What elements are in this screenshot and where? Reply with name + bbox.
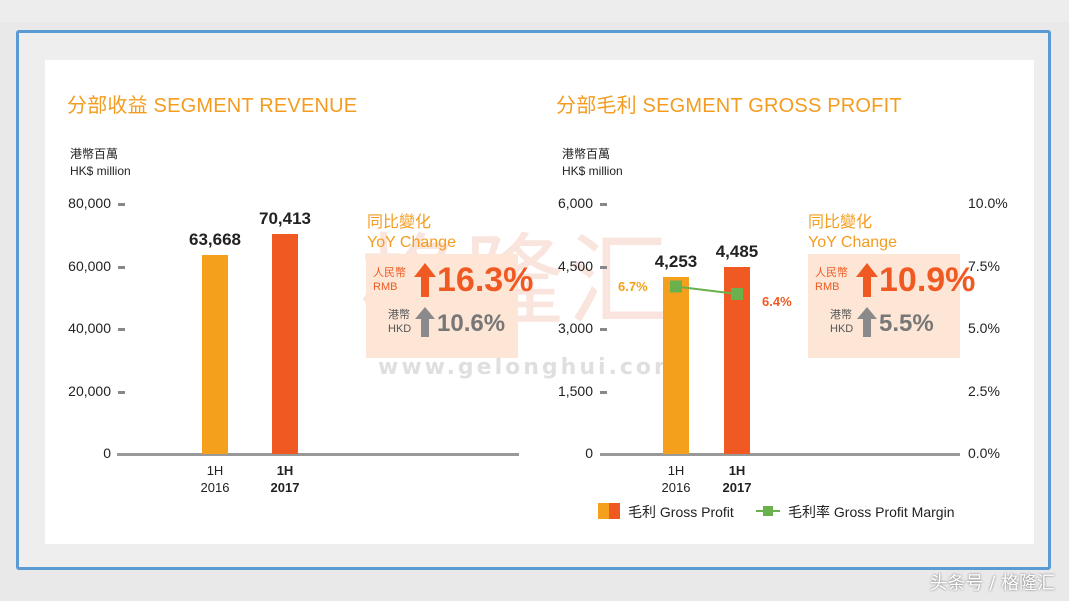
legend-gross-profit-label: 毛利 Gross Profit <box>628 504 734 520</box>
revenue-yoy-title-en: YoY Change <box>367 234 456 251</box>
revenue-x-tick-label-line: 1H <box>276 463 294 478</box>
gross-profit-secondary-ytick-label: 0.0% <box>968 445 1000 461</box>
gross-profit-yoy-title: 同比變化 YoY Change <box>808 213 897 253</box>
revenue-x-tick-label: 1H 2017 <box>255 462 315 496</box>
gross-profit-ytick-label: 1,500 <box>557 382 593 399</box>
gross-profit-yoy-title-cn: 同比變化 <box>808 214 873 231</box>
gross-profit-ytick-mark <box>600 390 607 394</box>
gross-profit-margin-label: 6.4% <box>762 294 792 309</box>
revenue-rmb-value: 16.3% <box>437 261 534 299</box>
gross-profit-x-tick-label-line: 1H <box>728 463 746 478</box>
revenue-rmb-en: RMB <box>373 281 398 293</box>
revenue-unit-cn: 港幣百萬 <box>70 147 119 161</box>
gross-profit-hkd-up-arrow-icon <box>857 307 877 337</box>
gross-profit-rmb-cn: 人民幣 <box>815 267 848 279</box>
revenue-x-axis <box>117 453 519 456</box>
gross-profit-unit-cn: 港幣百萬 <box>562 147 611 161</box>
gross-profit-secondary-ytick-label: 5.0% <box>968 320 1000 336</box>
revenue-hkd-label: 港幣 HKD <box>388 308 411 336</box>
gross-profit-unit: 港幣百萬 HK$ million <box>562 146 623 180</box>
gross-profit-hkd-cn: 港幣 <box>830 309 852 321</box>
revenue-ytick-label: 80,000 <box>68 195 111 211</box>
gross-profit-ytick-mark <box>600 203 607 206</box>
revenue-ytick-label: 0 <box>103 445 111 461</box>
top-strip <box>0 0 1069 22</box>
gross-profit-bar-value-label: 4,485 <box>715 242 759 262</box>
gross-profit-x-tick-label-line: 2017 <box>722 480 752 495</box>
revenue-ytick-label: 60,000 <box>68 257 111 274</box>
footer-credit: 头条号 / 格隆汇 <box>929 573 1055 594</box>
gross-profit-secondary-ytick-label: 10.0% <box>968 195 1008 211</box>
gross-profit-x-tick-label-line: 2016 <box>661 480 691 495</box>
revenue-ytick-mark <box>118 390 125 394</box>
gross-profit-hkd-label: 港幣 HKD <box>830 308 853 336</box>
revenue-unit-en: HK$ million <box>70 164 131 178</box>
legend-margin-label: 毛利率 Gross Profit Margin <box>788 504 955 520</box>
revenue-chart-title: 分部收益 SEGMENT REVENUE <box>67 95 358 117</box>
revenue-bar-value-label: 70,413 <box>259 208 311 228</box>
gross-profit-bar-value-label: 4,253 <box>654 251 698 271</box>
revenue-rmb-cn: 人民幣 <box>373 267 406 279</box>
revenue-hkd-up-arrow-icon <box>415 307 435 337</box>
revenue-x-tick-label: 1H 2016 <box>185 462 245 496</box>
revenue-unit: 港幣百萬 HK$ million <box>70 146 131 180</box>
gross-profit-rmb-label: 人民幣 RMB <box>815 266 848 294</box>
revenue-yoy-box <box>366 254 518 358</box>
revenue-ytick-label: 40,000 <box>68 320 111 336</box>
revenue-yoy-title: 同比變化 YoY Change <box>367 213 456 253</box>
revenue-bar <box>272 233 298 454</box>
gross-profit-ytick-label: 0 <box>585 445 593 461</box>
gross-profit-rmb-up-arrow-icon <box>856 263 878 297</box>
gross-profit-margin-label: 6.7% <box>618 278 648 294</box>
revenue-hkd-value: 10.6% <box>437 310 506 337</box>
gross-profit-chart-title: 分部毛利 SEGMENT GROSS PROFIT <box>556 95 902 117</box>
legend-margin-marker-icon <box>756 506 780 516</box>
gross-profit-ytick-label: 4,500 <box>557 257 593 274</box>
gross-profit-rmb-value: 10.9% <box>879 261 976 299</box>
gross-profit-x-tick-label-line: 1H <box>667 463 685 478</box>
gross-profit-secondary-ytick-label: 2.5% <box>968 382 1000 399</box>
revenue-ytick-label: 20,000 <box>68 382 111 399</box>
revenue-ytick-mark <box>118 203 125 206</box>
gross-profit-x-tick-label: 1H 2016 <box>646 462 706 496</box>
legend-gross-profit-swatch <box>598 503 620 519</box>
revenue-ytick-mark <box>118 265 125 269</box>
revenue-x-tick-label-line: 2016 <box>200 480 230 495</box>
gross-profit-yoy-box <box>808 254 960 358</box>
revenue-rmb-up-arrow-icon <box>414 263 436 297</box>
revenue-rmb-label: 人民幣 RMB <box>373 266 406 294</box>
revenue-yoy-title-cn: 同比變化 <box>367 214 432 231</box>
gross-profit-x-tick-label: 1H 2017 <box>707 462 767 496</box>
gross-profit-ytick-label: 3,000 <box>557 320 593 336</box>
watermark-url: www.gelonghui.com <box>378 355 680 380</box>
gross-profit-bar <box>663 276 689 454</box>
revenue-x-tick-label-line: 1H <box>206 463 224 478</box>
gross-profit-hkd-en: HKD <box>830 323 854 335</box>
gross-profit-x-axis <box>600 453 960 456</box>
gross-profit-hkd-value: 5.5% <box>879 310 934 337</box>
gross-profit-secondary-ytick-label: 7.5% <box>968 257 1000 274</box>
gross-profit-yoy-title-en: YoY Change <box>808 234 897 251</box>
gross-profit-ytick-label: 6,000 <box>557 195 593 211</box>
gross-profit-unit-en: HK$ million <box>562 164 623 178</box>
revenue-ytick-mark <box>118 328 125 331</box>
gross-profit-bar <box>724 267 750 454</box>
revenue-bar <box>202 255 228 454</box>
revenue-x-tick-label-line: 2017 <box>270 480 300 495</box>
revenue-bar-value-label: 63,668 <box>189 230 241 250</box>
gross-profit-ytick-mark <box>600 328 607 331</box>
revenue-hkd-cn: 港幣 <box>388 309 410 321</box>
gross-profit-rmb-en: RMB <box>815 281 840 293</box>
gross-profit-ytick-mark <box>600 265 607 269</box>
revenue-hkd-en: HKD <box>388 323 412 335</box>
